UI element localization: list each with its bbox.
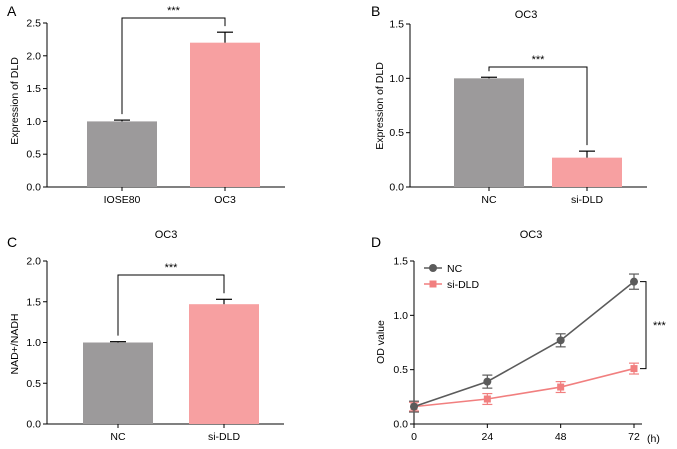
panel-letter-d: D xyxy=(371,234,381,250)
panel-d-series-nc-point xyxy=(630,277,638,286)
panel-c-bar xyxy=(189,304,259,424)
panel-a-bar xyxy=(87,121,157,187)
panel-b-chart: OC3 Expression of DLD 0.0 0.5 1.0 1.5 NC si-D… xyxy=(374,9,647,206)
panel-a-xtick-label: OC3 xyxy=(214,194,236,206)
panel-b-significance-bracket xyxy=(488,66,588,146)
panel-a-chart: Expression of DLD 0.0 0.5 1.0 1.5 2.0 2.5 IOSE… xyxy=(9,5,285,206)
panel-d-chart: OC3 OD value (h) 0.0 0.5 1.0 1.5 0 24 48 72 NC si… xyxy=(375,229,667,445)
panel-d-legend-nc-swatch-marker xyxy=(429,264,437,272)
panel-d-significance-bracket xyxy=(640,281,647,370)
panel-c-significance-label: *** xyxy=(165,262,179,274)
panel-b-significance-label: *** xyxy=(532,54,546,66)
panel-d-ytick-label: 1.5 xyxy=(393,256,408,268)
panel-d-xtick-label: 48 xyxy=(555,431,567,443)
panel-d-title: OC3 xyxy=(520,229,543,241)
panel-d-series-nc-line xyxy=(413,281,635,408)
panel-letter-a: A xyxy=(7,3,17,19)
panel-b-plot: 0.0 0.5 1.0 1.5 NC si-DLD *** xyxy=(389,19,647,206)
panel-b-ytick-label: 1.0 xyxy=(389,73,404,85)
panel-a-bar xyxy=(190,42,260,188)
panel-b-xtick-label: NC xyxy=(481,194,497,206)
panel-d-ylabel: OD value xyxy=(375,320,387,364)
panel-d-series-nc-point xyxy=(483,377,492,386)
panel-c-chart: OC3 NAD+/NADH 0.0 0.5 1.0 1.5 2.0 NC si-DLD *** xyxy=(9,229,284,443)
panel-c-plot: 0.0 0.5 1.0 1.5 2.0 NC si-DLD *** xyxy=(26,256,284,443)
panel-a-ytick-label: 1.5 xyxy=(26,83,41,95)
panel-letter-b: B xyxy=(371,3,380,19)
panel-d-series-nc-point xyxy=(410,402,418,411)
panel-c-ytick-label: 1.5 xyxy=(26,296,41,308)
panel-c-ytick-label: 0.0 xyxy=(26,419,41,431)
panel-d-ytick-label: 1.0 xyxy=(393,310,408,322)
panel-b-xtick-label: si-DLD xyxy=(571,194,604,206)
panel-d-legend-si-dld-swatch-marker xyxy=(429,280,437,288)
panel-c-ylabel: NAD+/NADH xyxy=(9,314,21,375)
panel-d-legend-nc-label: NC xyxy=(447,263,463,275)
panel-a-ytick-label: 0.5 xyxy=(26,149,41,161)
panel-b-ytick-label: 1.5 xyxy=(389,19,404,31)
panel-b-ytick-label: 0.5 xyxy=(389,127,404,139)
panel-c-bar xyxy=(83,342,153,424)
panel-b-title: OC3 xyxy=(515,9,538,21)
panel-d-xtick-label: 72 xyxy=(628,431,640,443)
panel-letter-c: C xyxy=(7,234,17,250)
panel-b-bar xyxy=(552,157,622,187)
panel-c-significance-bracket xyxy=(117,274,225,336)
panel-d-series-si-dld-point xyxy=(483,395,491,403)
panel-d-xunit: (h) xyxy=(647,433,660,445)
panel-a-ytick-label: 2.0 xyxy=(26,50,41,62)
panel-a-ytick-label: 0.0 xyxy=(26,182,41,194)
panel-d-series-si-dld-point xyxy=(557,383,565,391)
panel-b-bar xyxy=(454,78,524,187)
panel-d-series-si-dld-point xyxy=(630,365,638,373)
panel-a-ylabel: Expression of DLD xyxy=(9,57,21,145)
panel-d-plot: 0.0 0.5 1.0 1.5 0 24 48 72 NC si-DLD *** xyxy=(393,256,666,444)
panel-c-ytick-label: 0.5 xyxy=(26,378,41,390)
panel-b-ylabel: Expression of DLD xyxy=(374,62,386,150)
panel-c-ytick-label: 1.0 xyxy=(26,337,41,349)
panel-b-ytick-label: 0.0 xyxy=(389,182,404,194)
panel-d-ytick-label: 0.0 xyxy=(393,419,408,431)
panel-a-xtick-label: IOSE80 xyxy=(104,194,141,206)
panel-c-xtick-label: NC xyxy=(110,431,126,443)
panel-d-series-nc-point xyxy=(556,336,565,345)
panel-d-series-si-dld-line xyxy=(413,367,635,408)
panel-d-significance-label: *** xyxy=(653,320,667,332)
panel-c-xtick-label: si-DLD xyxy=(208,431,241,443)
panel-a-ytick-label: 1.0 xyxy=(26,116,41,128)
panel-d-xtick-label: 0 xyxy=(411,431,417,443)
panel-a-ytick-label: 2.5 xyxy=(26,18,41,30)
panel-c-ytick-label: 2.0 xyxy=(26,256,41,268)
panel-d-ytick-label: 0.5 xyxy=(393,364,408,376)
panel-a-plot: 0.0 0.5 1.0 1.5 2.0 2.5 IOSE80 OC3 *** xyxy=(26,5,285,206)
panel-c-title: OC3 xyxy=(155,229,178,241)
panel-d-xtick-label: 24 xyxy=(481,431,493,443)
panel-a-significance-label: *** xyxy=(167,5,181,17)
panel-a-significance-bracket xyxy=(121,17,226,115)
panel-d-legend-si-dld-label: si-DLD xyxy=(447,279,480,291)
